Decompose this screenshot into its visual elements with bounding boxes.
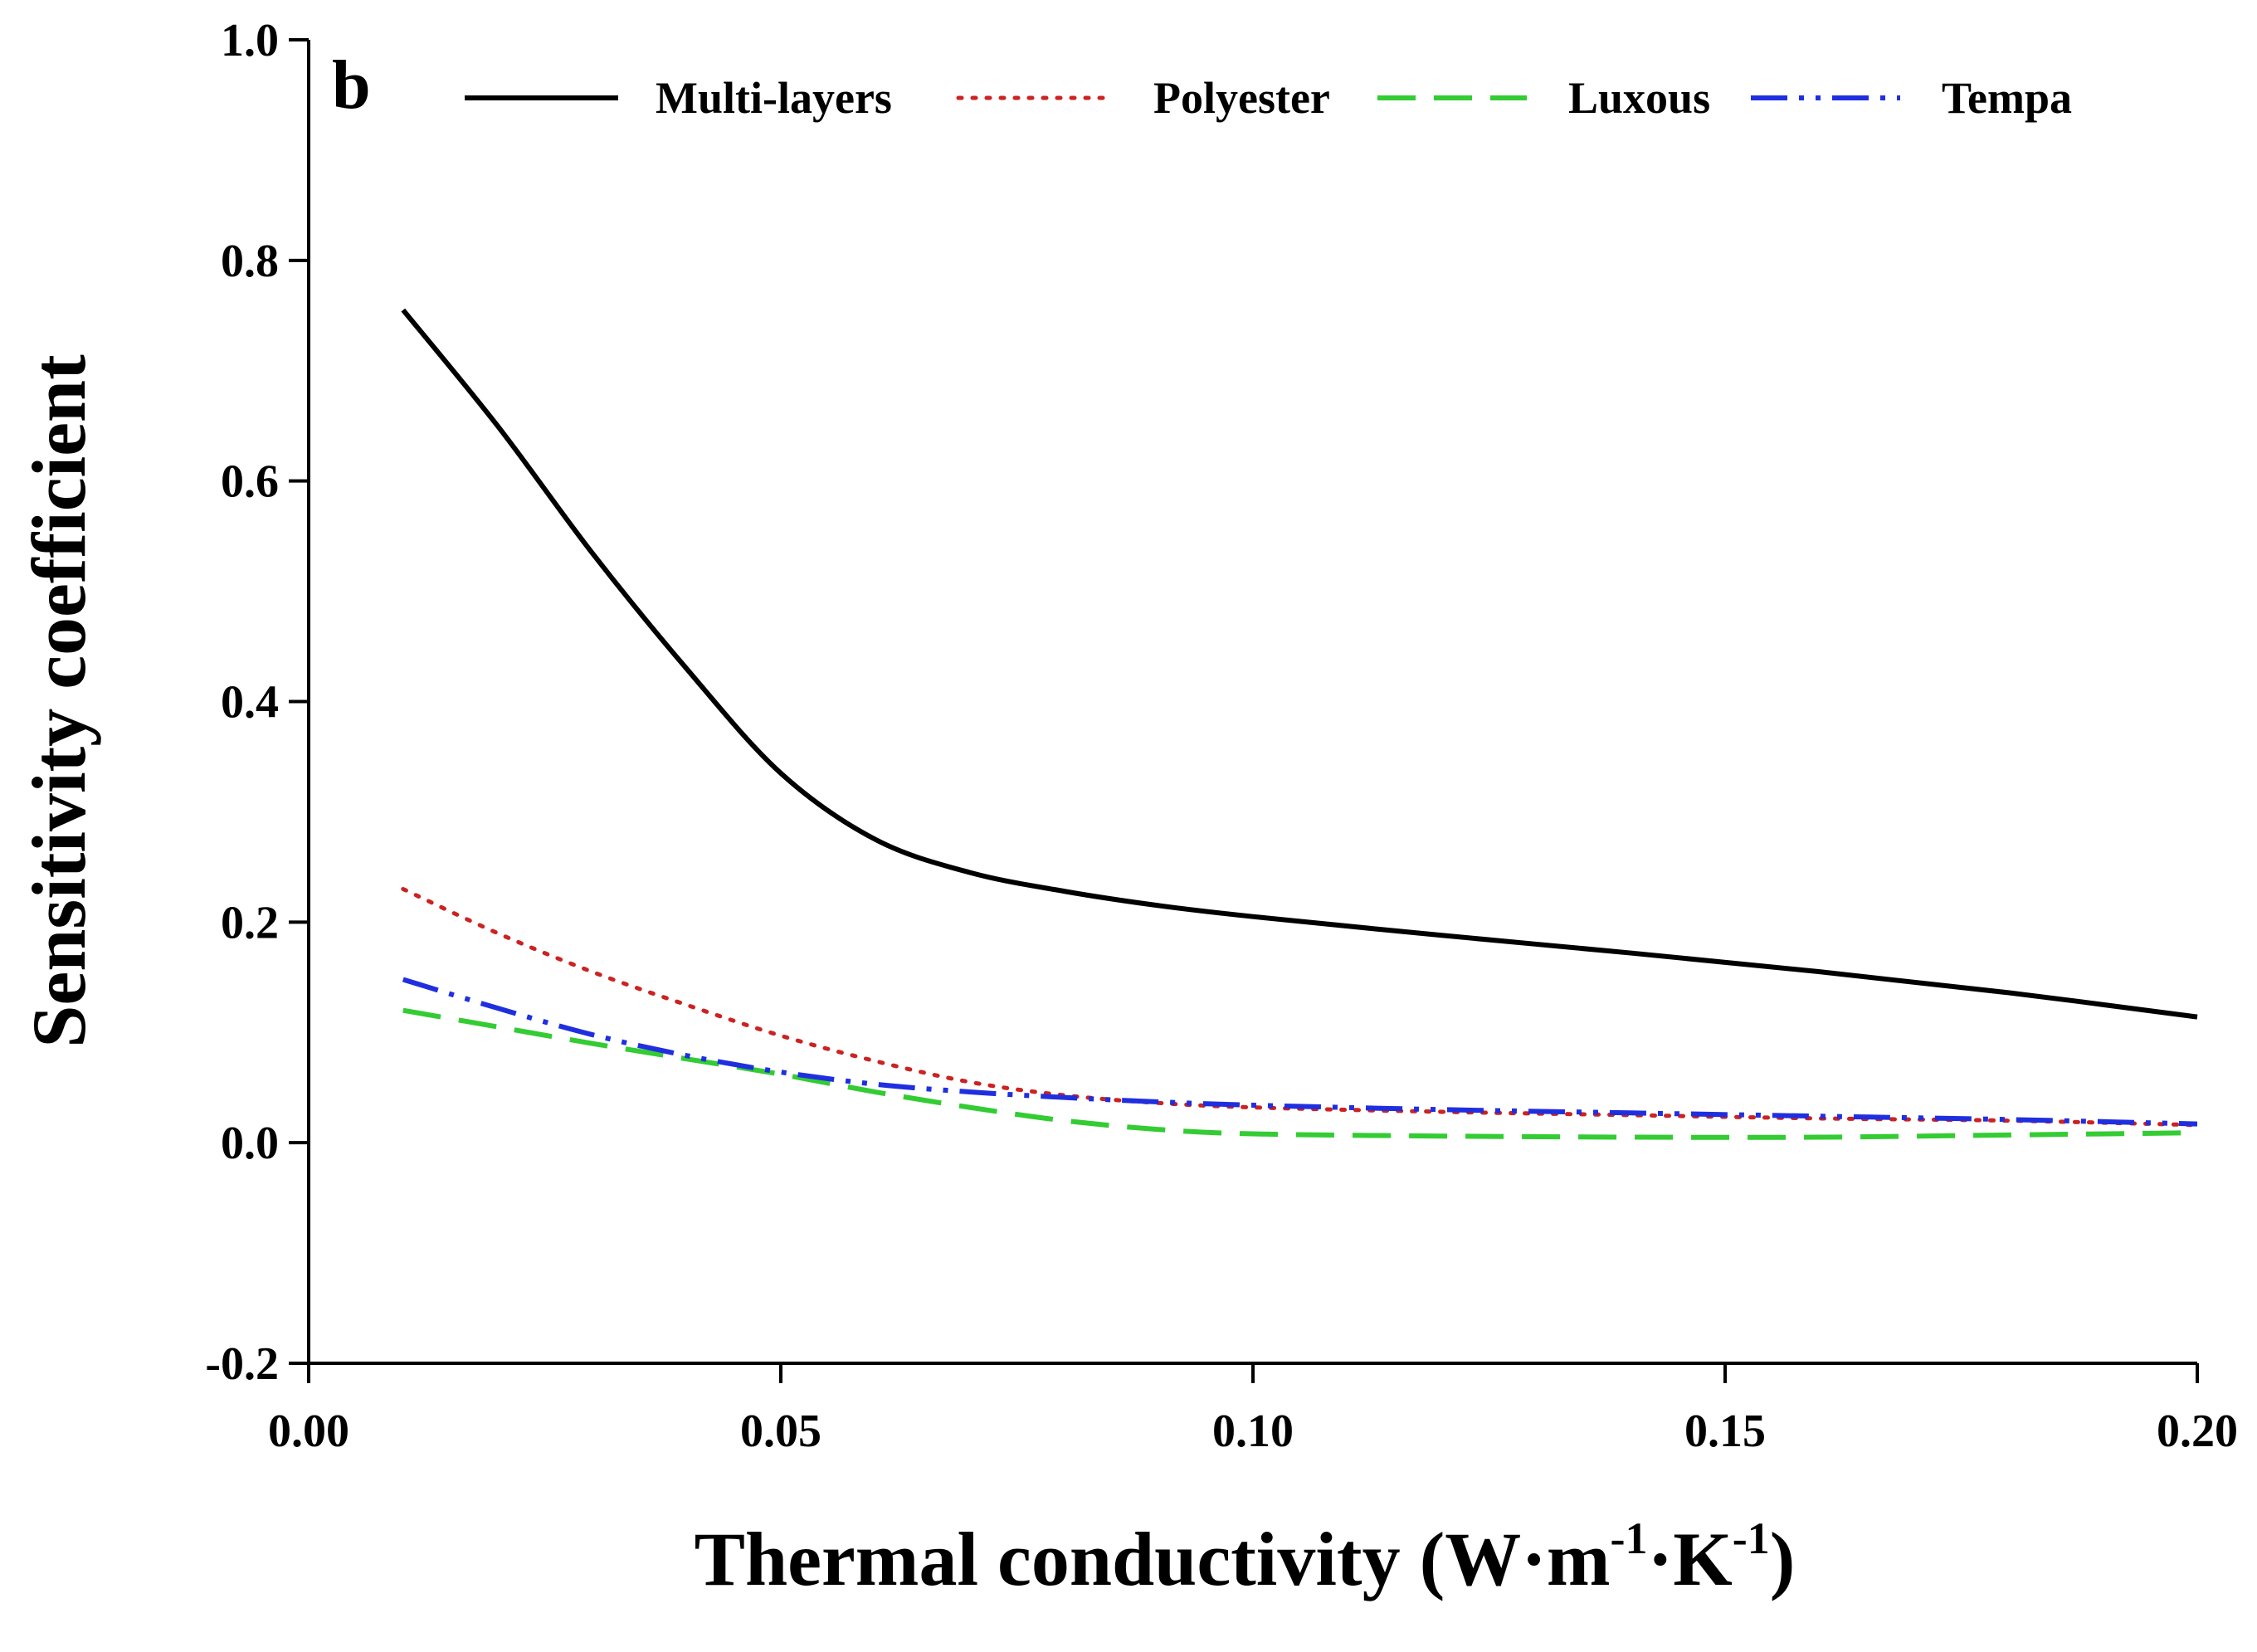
legend-label-multi-layers: Multi-layers <box>656 73 892 123</box>
series-line-polyester <box>401 886 2200 1128</box>
y-tick-label: -0.2 <box>205 1338 279 1390</box>
panel-label: b <box>332 46 371 124</box>
y-tick-label: 0.8 <box>221 236 279 287</box>
x-axis-title-sup2: -1 <box>1733 1513 1770 1563</box>
y-tick-label: 0.4 <box>221 677 279 729</box>
x-axis-title-sup1: -1 <box>1611 1513 1648 1563</box>
x-axis-title: Thermal conductivity (W·m-1·K-1) <box>695 1513 1796 1601</box>
legend-label-luxous: Luxous <box>1568 73 1710 123</box>
x-tick-label: 0.10 <box>1212 1406 1294 1457</box>
x-axis-title-base: Thermal conductivity (W·m <box>695 1517 1611 1601</box>
legend: Multi-layers Polyester Luxous Tempa <box>465 73 2072 123</box>
x-tick-label: 0.20 <box>2157 1406 2238 1457</box>
series-lines <box>401 308 2200 1140</box>
plot-axes: -0.2 0.0 0.2 0.4 0.6 0.8 1.0 0.00 0.05 0.10 0.15 0.… <box>205 15 2238 1457</box>
legend-label-tempa: Tempa <box>1942 73 2072 123</box>
y-tick-label: 0.6 <box>221 456 279 508</box>
x-axis-title-end: ) <box>1770 1517 1796 1601</box>
legend-label-polyester: Polyester <box>1153 73 1330 123</box>
x-tick-label: 0.00 <box>268 1406 349 1457</box>
series-line-tempa <box>402 977 2198 1127</box>
series-line-multi-layers <box>401 308 2198 1020</box>
y-axis-title: Sensitivity coefficient <box>17 354 101 1048</box>
x-tick-label: 0.05 <box>740 1406 821 1457</box>
y-tick-label: 0.2 <box>221 897 279 948</box>
y-tick-label: 0.0 <box>221 1118 279 1169</box>
y-tick-label: 1.0 <box>221 15 279 66</box>
series-line-luxous <box>402 1007 2198 1140</box>
x-axis-title-mid: ·K <box>1648 1517 1733 1601</box>
x-tick-label: 0.15 <box>1684 1406 1766 1457</box>
